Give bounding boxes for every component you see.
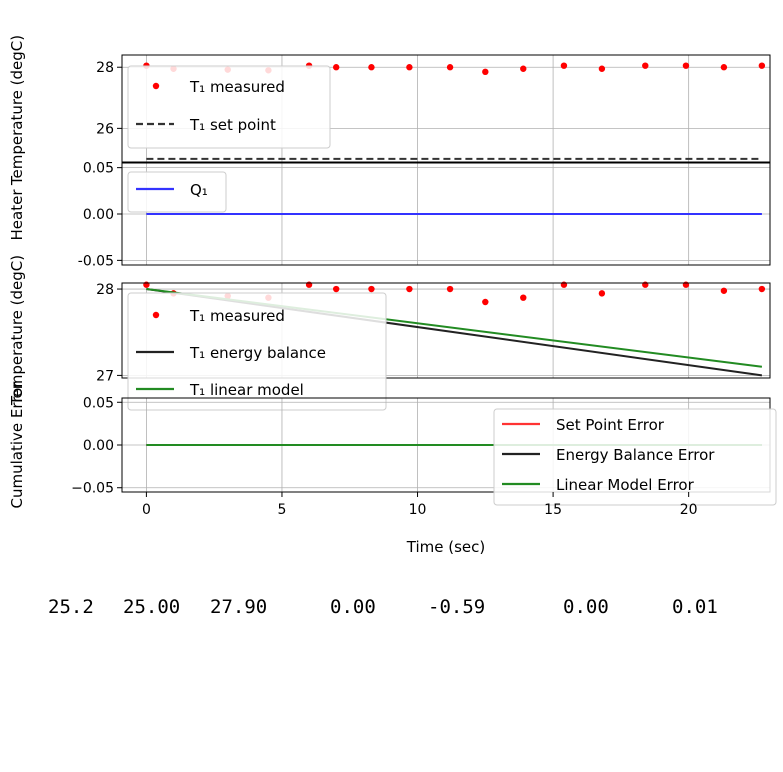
- x-tick-label: 15: [544, 502, 562, 518]
- legend-box: [127, 292, 387, 411]
- status-value-1: 25.2: [48, 596, 94, 618]
- data-point: [305, 281, 313, 288]
- panel-2: 0.05 0.00 -0.05 Q₁ Heater: [8, 161, 771, 269]
- data-point: [368, 285, 375, 293]
- data-point: [642, 281, 649, 288]
- legend-label: T₁ energy balance: [189, 344, 326, 362]
- y-axis-label: Cumulative Error: [8, 381, 26, 509]
- legend-label: T₁ linear model: [189, 381, 304, 399]
- legend: Q₁: [127, 171, 227, 213]
- y-tick-label: -0.05: [78, 253, 114, 269]
- y-tick-label: 0.00: [83, 207, 114, 223]
- data-point: [642, 62, 649, 69]
- data-point: [332, 285, 340, 293]
- status-value-6: 0.00: [563, 596, 609, 618]
- y-axis-label: Temperature (degC): [8, 255, 26, 406]
- legend: Set Point Error Energy Balance Error Linea…: [493, 408, 777, 506]
- x-axis-label: Time (sec): [406, 538, 485, 556]
- figure: 26 28 T₁ measured T₁ set point Temperature (…: [8, 35, 777, 556]
- data-point: [758, 62, 766, 69]
- legend-box: [493, 408, 777, 506]
- data-point: [758, 285, 766, 293]
- panel-1: 26 28 T₁ measured T₁ set point Temperature (…: [8, 35, 771, 186]
- legend: T₁ measured T₁ set point: [127, 65, 331, 149]
- data-point: [520, 65, 527, 72]
- data-point: [682, 281, 690, 288]
- panel-4: 0.05 0.00 −0.05 Set Point Error Energy Balan…: [8, 381, 777, 509]
- status-value-7: 0.01: [672, 596, 718, 618]
- data-point: [560, 62, 568, 69]
- y-axis-label: Temperature (degC): [8, 35, 26, 186]
- data-point: [482, 68, 489, 76]
- data-point: [720, 287, 728, 294]
- status-value-4: 0.00: [330, 596, 376, 618]
- legend-box: [127, 171, 227, 213]
- legend-box: [127, 65, 331, 149]
- status-line: 25.2 25.00 27.90 0.00 -0.59 0.00 0.01: [0, 596, 783, 624]
- data-point: [406, 64, 413, 71]
- y-tick-label: 26: [96, 121, 114, 137]
- data-point: [520, 294, 527, 301]
- legend-label: Energy Balance Error: [556, 446, 715, 464]
- status-value-2: 25.00: [123, 596, 181, 618]
- data-point: [143, 281, 150, 288]
- panel-3: 27 28 T₁ measured T₁ energy balance T₁ linea…: [8, 255, 771, 411]
- data-point: [368, 64, 375, 71]
- x-tick-label: 0: [142, 502, 151, 518]
- data-point: [406, 285, 413, 293]
- y-tick-label: 0.05: [83, 395, 114, 411]
- y-tick-label: 28: [96, 282, 114, 298]
- status-value-3: 27.90: [210, 596, 268, 618]
- axes-frame: [121, 162, 771, 266]
- y-tick-label: 0.00: [83, 438, 114, 454]
- legend-label: T₁ set point: [189, 116, 276, 134]
- legend-label: Linear Model Error: [556, 476, 695, 494]
- data-point: [598, 290, 606, 297]
- axes-frame: [121, 54, 771, 163]
- data-point: [682, 62, 690, 69]
- data-point: [446, 285, 454, 293]
- legend-label: T₁ measured: [189, 307, 285, 325]
- data-point: [560, 281, 568, 288]
- legend-label: Q₁: [190, 181, 208, 199]
- y-tick-label: −0.05: [71, 481, 114, 497]
- status-value-5: -0.59: [428, 596, 486, 618]
- x-tick-label: 10: [409, 502, 427, 518]
- x-tick-label: 20: [680, 502, 698, 518]
- y-axis-label: Heater: [8, 189, 26, 241]
- y-tick-label: 28: [96, 60, 114, 76]
- legend: T₁ measured T₁ energy balance T₁ linear mo…: [127, 292, 387, 411]
- axes-frame: [121, 282, 771, 379]
- legend-marker: [152, 311, 160, 319]
- data-point: [482, 298, 489, 306]
- legend-label: Set Point Error: [556, 416, 665, 434]
- y-tick-label: 27: [96, 368, 114, 384]
- data-point: [598, 65, 606, 72]
- legend-marker: [152, 82, 160, 90]
- data-point: [446, 64, 454, 71]
- y-tick-label: 0.05: [83, 161, 114, 177]
- data-point: [332, 64, 340, 71]
- data-point: [720, 64, 728, 71]
- legend-label: T₁ measured: [189, 78, 285, 96]
- x-tick-label: 5: [278, 502, 287, 518]
